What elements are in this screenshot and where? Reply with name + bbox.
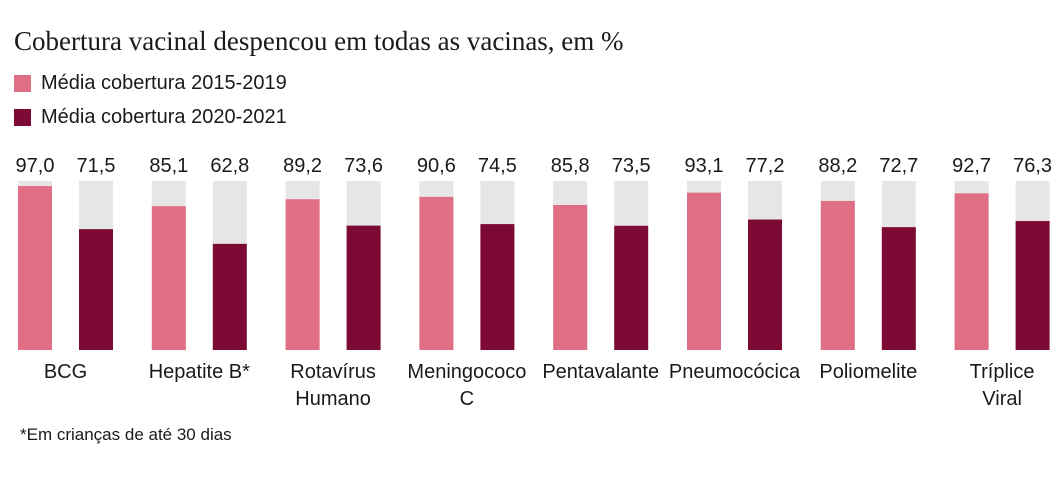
bar-series-1: [687, 192, 721, 350]
data-label: 73,6: [344, 155, 383, 177]
data-label: 93,1: [685, 155, 724, 177]
category-label: Pneumocócica: [669, 361, 801, 383]
bar-series-2: [480, 224, 515, 350]
chart-title: Cobertura vacinal despencou em todas as …: [14, 26, 624, 56]
data-label: 92,7: [952, 155, 991, 177]
data-label: 88,2: [818, 155, 857, 177]
footnote: *Em crianças de até 30 dias: [20, 425, 232, 444]
legend-swatch-series-1: [14, 74, 31, 92]
category-label: Hepatite B*: [149, 361, 250, 383]
data-label: 85,1: [149, 155, 188, 177]
category-label: Rotavírus: [290, 361, 376, 383]
legend-item-series-2: Média cobertura 2020-2021: [14, 100, 287, 134]
bar-series-1: [954, 193, 989, 350]
legend-item-series-1: Média cobertura 2015-2019: [14, 66, 287, 100]
bar-series-1: [285, 199, 320, 350]
bar-series-1: [820, 200, 855, 350]
data-label: 71,5: [77, 155, 116, 177]
category-label: BCG: [44, 361, 87, 383]
data-label: 77,2: [746, 155, 785, 177]
legend-label-series-2: Média cobertura 2020-2021: [41, 105, 287, 128]
bar-series-2: [748, 219, 782, 350]
category-label: Meningococo: [407, 361, 526, 383]
legend: Média cobertura 2015-2019 Média cobertur…: [14, 66, 287, 134]
bar-series-2: [614, 225, 649, 350]
data-label: 72,7: [879, 155, 918, 177]
bar-series-1: [151, 206, 186, 350]
bar-series-2: [212, 243, 247, 350]
bar-series-1: [419, 196, 454, 350]
data-label: 74,5: [478, 155, 517, 177]
category-label: Viral: [982, 388, 1022, 410]
data-label: 85,8: [551, 155, 590, 177]
bar-series-2: [79, 229, 113, 350]
category-label: Humano: [295, 388, 371, 410]
data-label: 73,5: [612, 155, 651, 177]
data-label: 62,8: [210, 155, 249, 177]
category-label: Poliomelite: [819, 361, 917, 383]
data-label: 97,0: [16, 155, 55, 177]
bar-series-2: [881, 227, 916, 350]
legend-label-series-1: Média cobertura 2015-2019: [41, 71, 287, 94]
data-label: 90,6: [417, 155, 456, 177]
data-label: 89,2: [283, 155, 322, 177]
bar-series-1: [18, 186, 52, 350]
data-label: 76,3: [1013, 155, 1052, 177]
bar-series-1: [553, 204, 588, 350]
category-label: C: [460, 388, 474, 410]
legend-swatch-series-2: [14, 108, 31, 126]
category-label: Pentavalante: [542, 361, 659, 383]
category-label: Tríplice: [970, 361, 1035, 383]
bar-series-2: [346, 225, 381, 350]
bar-series-2: [1015, 221, 1050, 350]
